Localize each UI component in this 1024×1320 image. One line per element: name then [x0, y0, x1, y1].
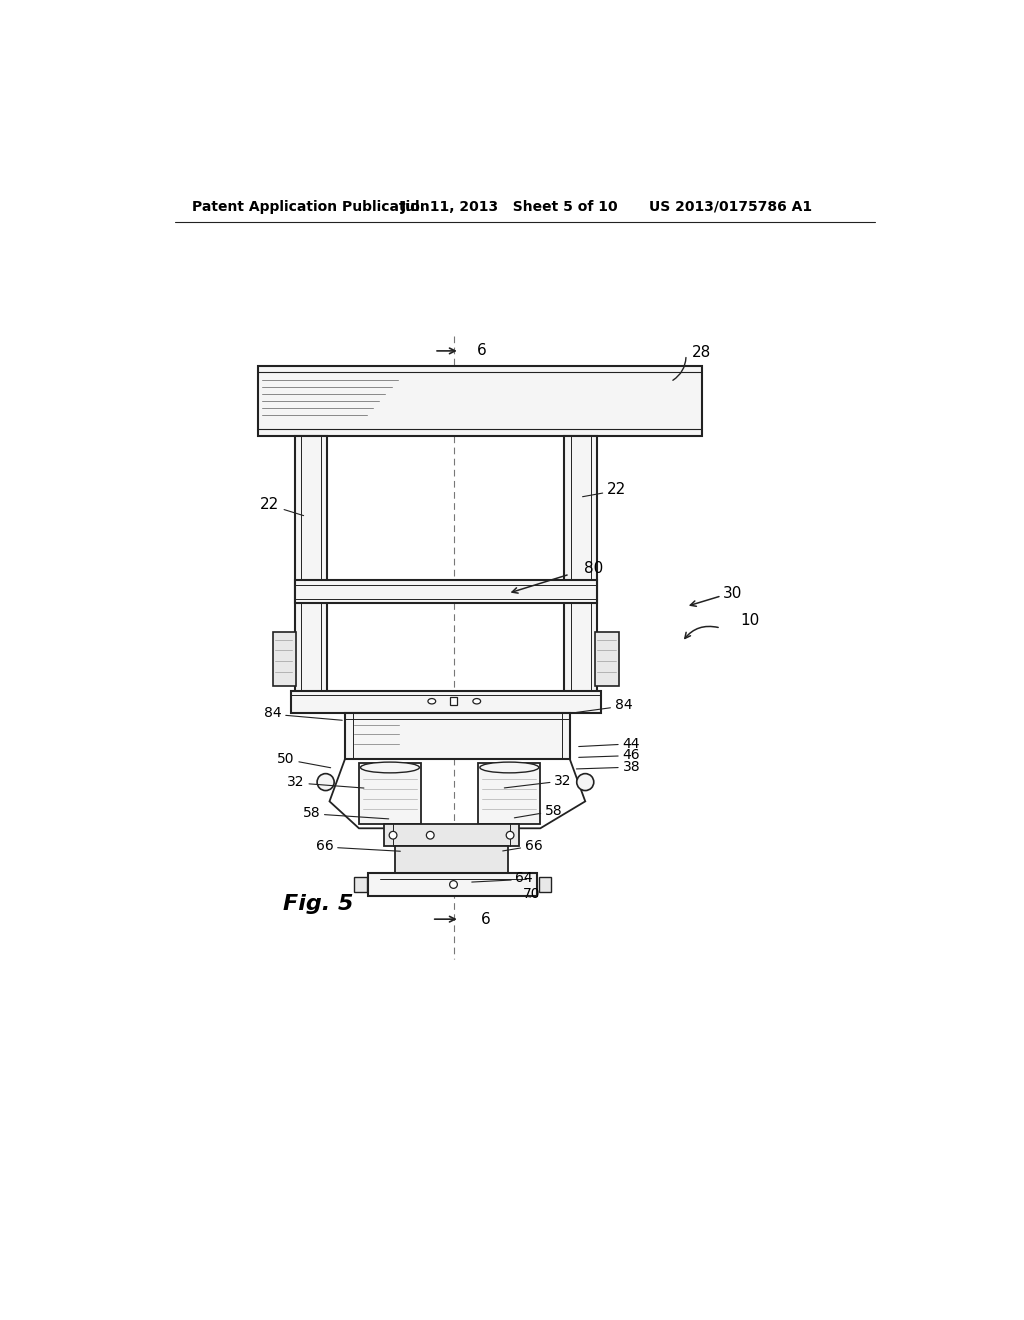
- Bar: [369, 873, 538, 896]
- Text: 22: 22: [260, 498, 280, 512]
- Text: 66: 66: [524, 840, 543, 853]
- Bar: [291, 692, 601, 713]
- Bar: [564, 436, 597, 697]
- Bar: [345, 713, 569, 759]
- Bar: [295, 436, 328, 697]
- Text: 50: 50: [278, 752, 295, 766]
- Circle shape: [317, 774, 334, 791]
- Text: 46: 46: [623, 748, 640, 762]
- Bar: [258, 367, 701, 436]
- Bar: [354, 876, 367, 892]
- Text: 30: 30: [723, 586, 742, 601]
- Text: 6: 6: [480, 912, 490, 927]
- Text: 38: 38: [623, 760, 640, 774]
- Bar: [595, 632, 618, 686]
- Text: 84: 84: [614, 698, 633, 711]
- Bar: [384, 825, 519, 846]
- Text: US 2013/0175786 A1: US 2013/0175786 A1: [649, 199, 812, 214]
- Ellipse shape: [428, 698, 435, 704]
- Text: 70: 70: [523, 887, 541, 900]
- Ellipse shape: [473, 698, 480, 704]
- Text: 66: 66: [315, 840, 334, 853]
- Text: 58: 58: [302, 807, 321, 820]
- Text: 32: 32: [287, 775, 305, 789]
- Text: 58: 58: [545, 804, 562, 818]
- Text: 84: 84: [264, 706, 282, 719]
- Ellipse shape: [360, 762, 420, 774]
- Text: 64: 64: [515, 871, 534, 886]
- Bar: [273, 632, 296, 686]
- Ellipse shape: [480, 762, 539, 774]
- Text: Jul. 11, 2013   Sheet 5 of 10: Jul. 11, 2013 Sheet 5 of 10: [400, 199, 618, 214]
- Bar: [359, 763, 421, 825]
- Circle shape: [450, 880, 458, 888]
- Circle shape: [389, 832, 397, 840]
- Bar: [539, 876, 551, 892]
- Text: 6: 6: [477, 343, 486, 359]
- Text: 22: 22: [607, 482, 627, 498]
- Bar: [450, 697, 458, 705]
- Bar: [395, 846, 508, 873]
- Bar: [295, 581, 597, 603]
- Circle shape: [506, 832, 514, 840]
- Text: Fig. 5: Fig. 5: [283, 894, 353, 913]
- Text: 80: 80: [584, 561, 603, 577]
- Text: Patent Application Publication: Patent Application Publication: [191, 199, 429, 214]
- Bar: [478, 763, 541, 825]
- Text: 32: 32: [554, 774, 571, 788]
- Circle shape: [577, 774, 594, 791]
- Text: 44: 44: [623, 737, 640, 751]
- Text: 28: 28: [692, 345, 712, 360]
- Circle shape: [426, 832, 434, 840]
- Text: 10: 10: [740, 612, 760, 628]
